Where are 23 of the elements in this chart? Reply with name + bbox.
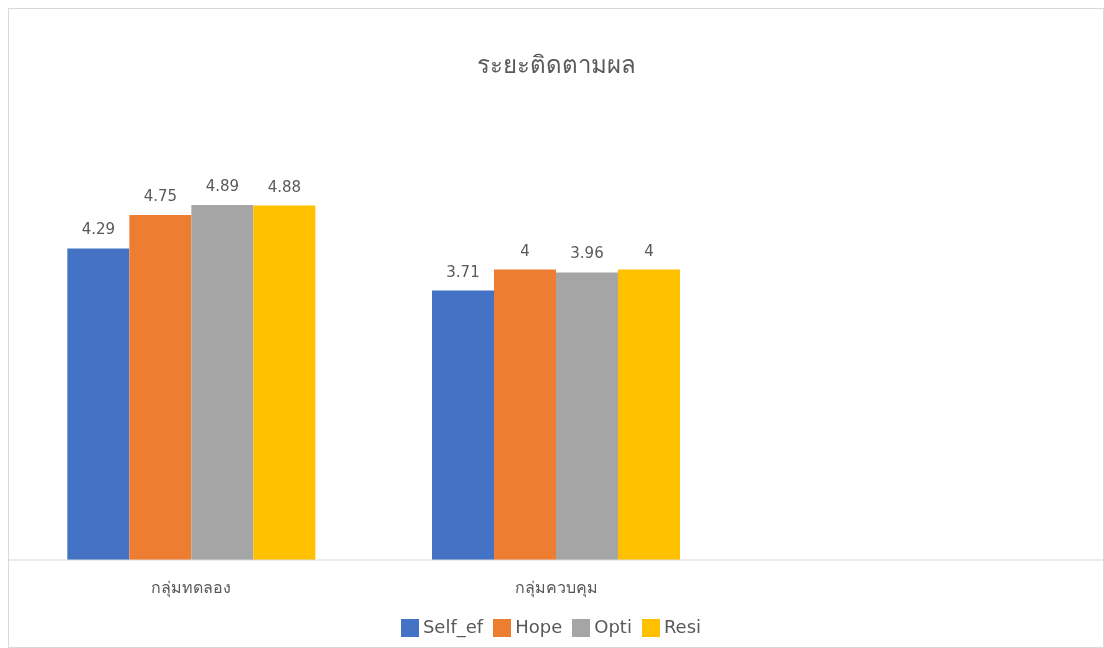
bar	[494, 269, 557, 560]
bar	[556, 272, 619, 560]
legend-label: Self_ef	[422, 616, 484, 637]
data-label: 3.71	[446, 262, 480, 281]
data-label: 4.75	[143, 187, 178, 206]
legend-label: Hope	[515, 616, 563, 637]
data-label: 4.89	[205, 176, 240, 195]
bar	[129, 215, 192, 560]
bar	[432, 290, 495, 560]
bar	[191, 204, 254, 560]
data-label: 4	[520, 241, 530, 260]
data-label: 4.29	[81, 220, 116, 239]
bar	[618, 269, 681, 560]
bar	[253, 205, 316, 560]
legend-label: Resi	[663, 616, 702, 637]
data-label: 4.88	[267, 177, 302, 196]
chart-title: ระยะติดตามผล	[475, 50, 637, 81]
data-label: 3.96	[570, 244, 604, 263]
x-tick-label: กลุ่มทดลอง	[151, 578, 232, 599]
bar	[67, 248, 130, 560]
x-tick-label: กลุ่มควบคุม	[514, 578, 598, 599]
data-label: 4	[644, 241, 654, 260]
legend-label: Opti	[594, 616, 632, 637]
